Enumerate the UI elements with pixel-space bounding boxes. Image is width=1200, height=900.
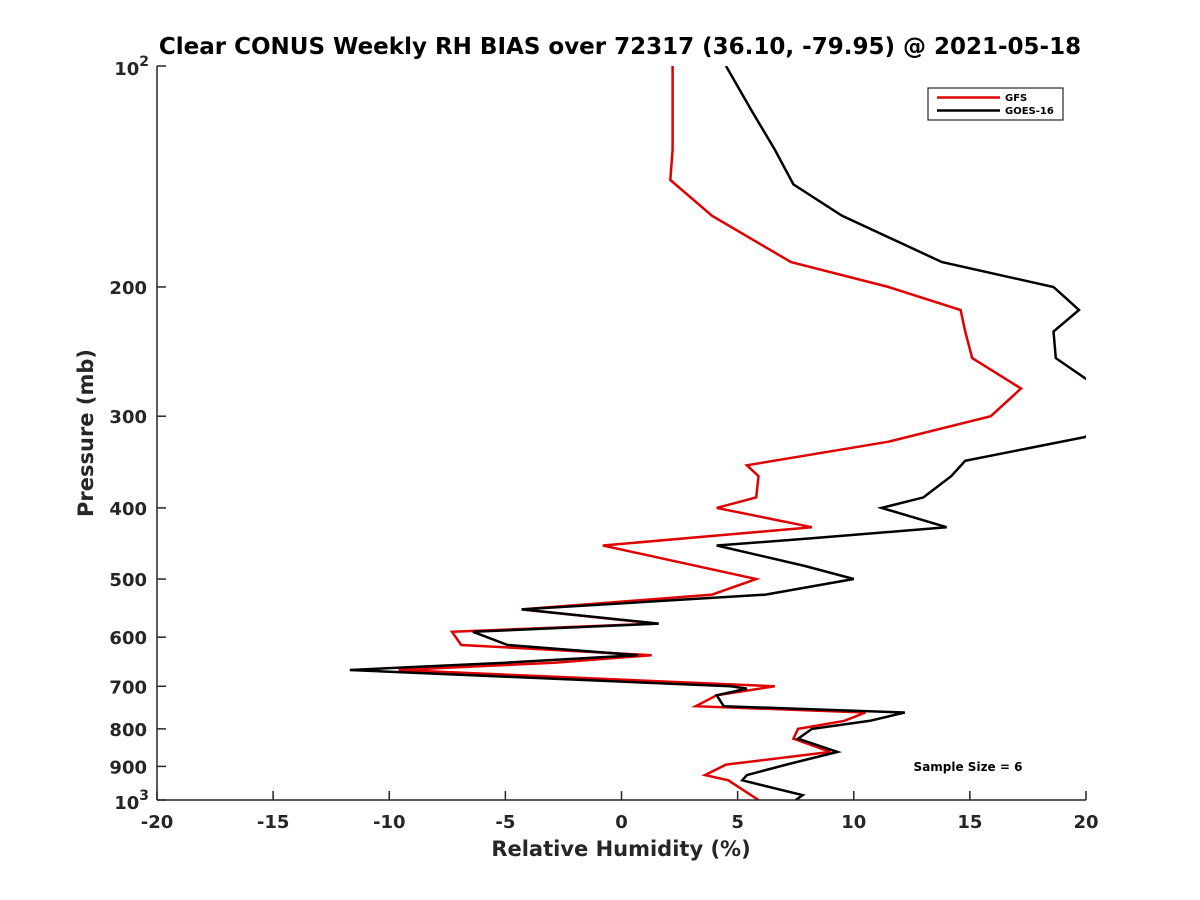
y-tick-label: 300 (109, 407, 147, 428)
series-line-gfs (398, 66, 1024, 800)
x-tick-label: -15 (257, 812, 290, 833)
legend: GFS GOES-16 (927, 87, 1064, 121)
x-tick-label: -20 (141, 812, 174, 833)
y-tick-label: 200 (109, 278, 147, 299)
sample-size-annotation: Sample Size = 6 (914, 760, 1023, 774)
series-line-goes16 (349, 66, 1086, 800)
legend-label-goes16: GOES-16 (1005, 106, 1054, 117)
chart-title: Clear CONUS Weekly RH BIAS over 72317 (3… (159, 34, 1081, 60)
y-tick-label: 103 (114, 788, 149, 814)
y-tick-label: 600 (109, 628, 147, 649)
x-tick-label: 10 (841, 812, 866, 833)
y-tick-label: 700 (109, 677, 147, 698)
plot-area (157, 66, 1086, 800)
x-tick-label: 15 (957, 812, 982, 833)
x-axis-label: Relative Humidity (%) (491, 837, 750, 861)
y-tick-label: 900 (109, 757, 147, 778)
y-tick-label: 500 (109, 570, 147, 591)
x-axis-ticks: -20 -15 -10 -5 0 5 10 15 20 (141, 791, 1099, 833)
y-tick-label: 800 (109, 720, 147, 741)
y-axis-ticks: 102 200 300 400 500 600 700 800 900 103 (109, 54, 166, 814)
y-tick-label: 102 (114, 54, 149, 80)
legend-box (927, 87, 1064, 121)
legend-label-gfs: GFS (1005, 93, 1027, 104)
x-tick-label: 0 (615, 812, 628, 833)
x-tick-label: -5 (495, 812, 515, 833)
x-tick-label: 5 (731, 812, 744, 833)
series-layer (349, 66, 1086, 800)
x-tick-label: 20 (1073, 812, 1098, 833)
y-axis-label: Pressure (mb) (74, 349, 98, 517)
x-tick-label: -10 (373, 812, 406, 833)
y-tick-label: 400 (109, 499, 147, 520)
